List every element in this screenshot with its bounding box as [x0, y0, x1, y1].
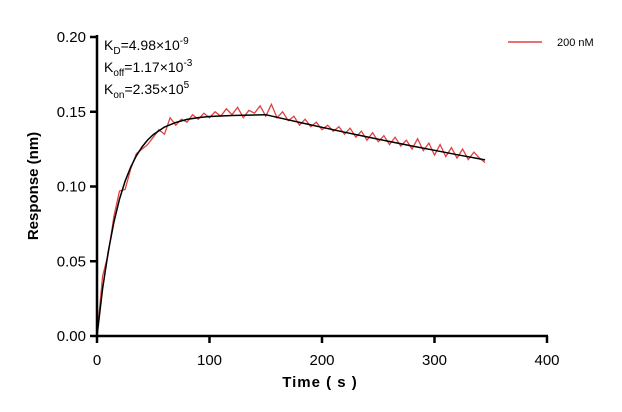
x-tick-label: 100: [197, 352, 222, 369]
legend-label-200nm: 200 nM: [557, 37, 594, 49]
x-tick-label: 0: [93, 352, 101, 369]
y-tick-label: 0.15: [57, 104, 86, 121]
y-tick-label: 0.00: [57, 328, 86, 345]
x-axis-label: Time ( s ): [282, 374, 358, 391]
y-axis-label: Response (nm): [25, 132, 42, 240]
kd-annotation: KD=4.98×10-9: [104, 36, 189, 57]
kon-annotation: Kon=2.35×105: [104, 80, 190, 101]
y-tick-label: 0.05: [57, 253, 86, 270]
koff-annotation: Koff=1.17×10-3: [104, 58, 193, 79]
fit-curve-line: [96, 113, 486, 337]
x-tick-label: 300: [422, 352, 447, 369]
x-tick-label: 200: [309, 352, 334, 369]
legend: 200 nM: [508, 37, 594, 49]
y-axis-ticks: 0.00 0.05 0.10 0.15 0.20: [57, 29, 97, 345]
y-tick-label: 0.10: [57, 179, 86, 196]
x-tick-label: 400: [534, 352, 559, 369]
y-tick-label: 0.20: [57, 29, 86, 46]
x-axis-ticks: 0 100 200 300 400: [93, 336, 560, 369]
series-line-200nm: [96, 102, 486, 337]
